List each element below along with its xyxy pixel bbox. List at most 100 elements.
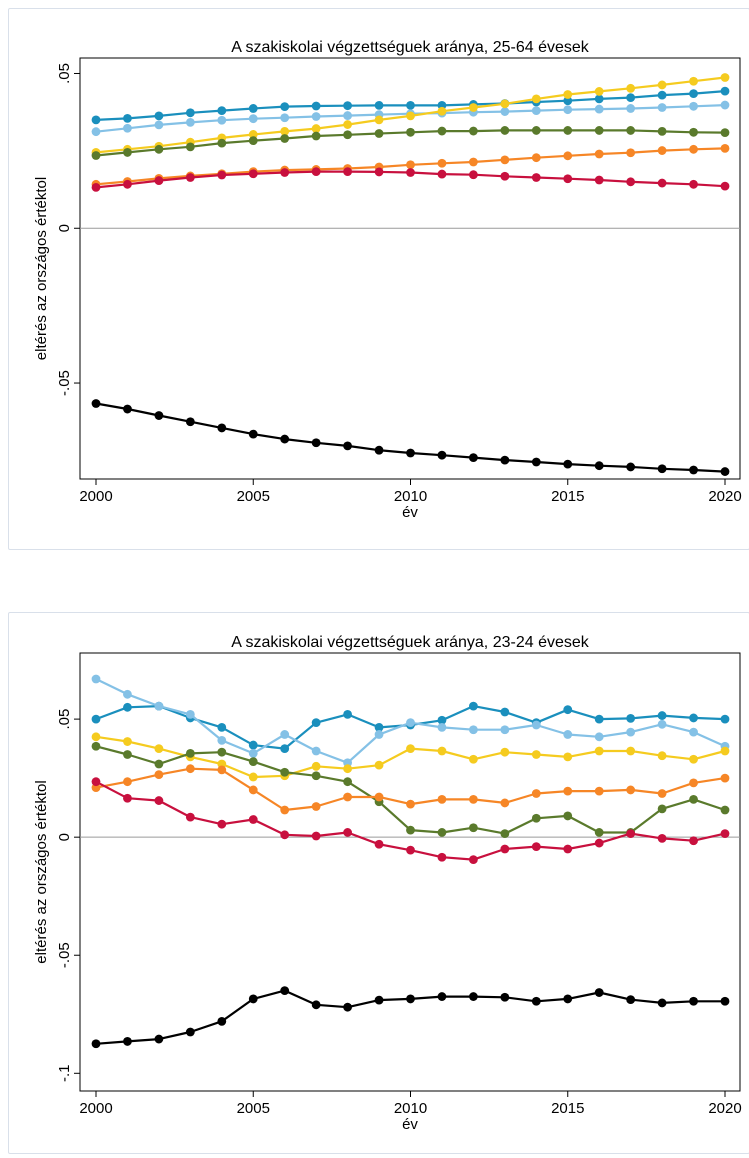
data-point bbox=[563, 705, 573, 715]
data-point bbox=[469, 725, 478, 735]
data-point bbox=[280, 113, 290, 123]
data-point bbox=[689, 179, 698, 189]
data-point bbox=[406, 111, 415, 121]
data-point bbox=[154, 120, 164, 130]
data-point bbox=[374, 100, 384, 110]
data-point bbox=[563, 90, 573, 99]
x-tick-label: 2020 bbox=[708, 1100, 741, 1117]
data-point bbox=[531, 750, 541, 759]
data-point bbox=[406, 994, 415, 1004]
data-point bbox=[406, 160, 415, 170]
data-point bbox=[123, 702, 132, 712]
data-point bbox=[123, 404, 132, 414]
data-point bbox=[185, 173, 195, 182]
data-point bbox=[720, 100, 730, 110]
data-point bbox=[280, 767, 290, 777]
data-point bbox=[248, 104, 258, 113]
data-point bbox=[248, 429, 258, 439]
data-point bbox=[185, 417, 195, 427]
data-point bbox=[563, 786, 573, 796]
data-point bbox=[500, 455, 510, 465]
data-point bbox=[154, 111, 164, 121]
data-point bbox=[720, 467, 730, 476]
data-point bbox=[689, 836, 698, 846]
data-point bbox=[91, 714, 101, 724]
y-axis-label: eltérés az országos értéktol bbox=[33, 780, 50, 963]
data-point bbox=[720, 714, 730, 724]
data-point bbox=[657, 90, 667, 100]
data-point bbox=[500, 99, 510, 109]
data-point bbox=[311, 1000, 321, 1010]
chart-23-24: A szakiskolai végzettséguek aránya, 23-2… bbox=[33, 634, 742, 1133]
data-point bbox=[531, 996, 541, 1006]
data-point bbox=[217, 138, 227, 148]
data-point bbox=[185, 709, 195, 719]
data-point bbox=[689, 754, 698, 764]
data-point bbox=[594, 988, 604, 997]
data-point bbox=[311, 167, 321, 177]
data-point bbox=[343, 709, 352, 719]
data-point bbox=[374, 792, 384, 802]
data-point bbox=[217, 819, 227, 829]
data-point bbox=[594, 104, 604, 114]
data-point bbox=[437, 852, 447, 862]
data-point bbox=[154, 759, 164, 769]
data-point bbox=[123, 750, 132, 759]
data-point bbox=[374, 115, 384, 125]
data-point bbox=[91, 182, 101, 192]
data-point bbox=[91, 777, 101, 787]
data-point bbox=[185, 142, 195, 152]
data-point bbox=[689, 794, 698, 804]
series-4 bbox=[91, 764, 730, 815]
data-point bbox=[374, 722, 384, 732]
data-point bbox=[720, 746, 730, 756]
data-point bbox=[280, 126, 290, 136]
y-tick-label: .05 bbox=[56, 709, 73, 730]
data-point bbox=[280, 730, 290, 739]
x-tick-label: 2000 bbox=[79, 1100, 112, 1117]
data-point bbox=[689, 727, 698, 737]
data-point bbox=[469, 754, 478, 764]
data-point bbox=[311, 101, 321, 111]
data-point bbox=[123, 1037, 132, 1046]
data-point bbox=[343, 441, 352, 451]
data-point bbox=[500, 126, 510, 135]
data-point bbox=[531, 106, 541, 116]
data-point bbox=[217, 115, 227, 125]
data-point bbox=[154, 411, 164, 420]
data-point bbox=[311, 771, 321, 781]
data-point bbox=[406, 448, 415, 458]
data-point bbox=[594, 828, 604, 837]
y-axis-label: eltérés az országos értéktol bbox=[33, 177, 50, 360]
data-point bbox=[185, 764, 195, 774]
chart-25-64: A szakiskolai végzettséguek aránya, 25-6… bbox=[33, 39, 742, 521]
data-point bbox=[123, 123, 132, 133]
data-point bbox=[185, 812, 195, 822]
data-point bbox=[626, 785, 636, 795]
data-point bbox=[469, 103, 478, 112]
data-point bbox=[154, 176, 164, 185]
data-point bbox=[626, 148, 636, 158]
data-point bbox=[469, 794, 478, 804]
data-point bbox=[91, 151, 101, 160]
data-point bbox=[185, 1027, 195, 1037]
data-point bbox=[469, 157, 478, 167]
data-point bbox=[657, 789, 667, 798]
data-point bbox=[657, 178, 667, 188]
data-point bbox=[406, 100, 415, 110]
data-point bbox=[657, 804, 667, 814]
data-point bbox=[374, 445, 384, 455]
data-point bbox=[531, 126, 541, 135]
data-point bbox=[563, 811, 573, 821]
data-point bbox=[154, 1034, 164, 1044]
x-axis-label: év bbox=[402, 1116, 418, 1133]
data-point bbox=[626, 177, 636, 187]
data-point bbox=[91, 732, 101, 742]
data-point bbox=[500, 155, 510, 165]
data-point bbox=[594, 126, 604, 135]
data-point bbox=[500, 992, 510, 1002]
data-point bbox=[563, 105, 573, 115]
data-point bbox=[374, 995, 384, 1005]
data-point bbox=[437, 992, 447, 1001]
data-point bbox=[500, 844, 510, 854]
